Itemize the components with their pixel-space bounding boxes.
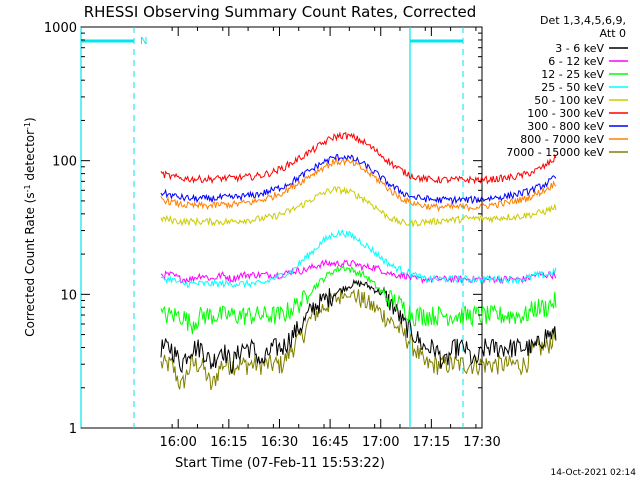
x-tick-label: 17:00 <box>362 435 399 450</box>
legend-header-line1: Det 1,3,4,5,6,9, <box>540 14 626 27</box>
legend-entry-label: 25 - 50 keV <box>541 81 604 94</box>
series-line <box>160 264 557 335</box>
x-tick-label: 17:15 <box>413 435 450 450</box>
legend-entry-label: 800 - 7000 keV <box>520 133 604 146</box>
att-marker-label: N <box>140 36 147 47</box>
series-line <box>160 131 557 185</box>
legend-entry-label: 50 - 100 keV <box>534 94 604 107</box>
legend-entry-label: 12 - 25 keV <box>541 68 604 81</box>
footer-timestamp: 14-Oct-2021 02:14 <box>551 468 637 478</box>
series-line <box>160 258 557 285</box>
y-tick-label: 1 <box>69 422 77 437</box>
x-tick-label: 16:45 <box>311 435 348 450</box>
legend-entry-label: 3 - 6 keV <box>555 42 604 55</box>
x-tick-label: 16:15 <box>210 435 247 450</box>
x-axis: 16:00 16:15 16:30 16:45 17:00 17:15 17:30 <box>159 27 501 450</box>
series-line <box>160 278 557 374</box>
series-line <box>160 157 557 213</box>
y-axis-label-mid: detector <box>23 130 37 185</box>
x-axis-label: Start Time (07-Feb-11 15:53:22) <box>175 456 385 471</box>
y-axis-label-sup1: -1 <box>23 184 32 192</box>
x-tick-label: 16:00 <box>159 435 196 450</box>
legend-header-line2: Att 0 <box>600 27 626 40</box>
series-line <box>160 186 557 227</box>
series-layer <box>160 131 557 391</box>
series-line <box>160 228 557 289</box>
y-axis-label: Corrected Count Rate (s-1 detector-1) <box>23 117 38 336</box>
x-tick-label: 16:30 <box>261 435 298 450</box>
legend-entry-label: 7000 - 15000 keV <box>506 146 604 159</box>
y-axis-label-end: ) <box>23 117 37 122</box>
legend-entry-label: 100 - 300 keV <box>527 107 604 120</box>
y-axis-label-main: Corrected Count Rate (s <box>23 192 37 336</box>
y-tick-label: 10 <box>60 288 77 303</box>
y-axis: 1 10 100 1000 <box>44 21 482 437</box>
series-line <box>160 154 557 206</box>
x-tick-label: 17:30 <box>463 435 500 450</box>
y-tick-label: 100 <box>52 155 77 170</box>
legend-entry-label: 6 - 12 keV <box>548 55 604 68</box>
y-axis-label-sup2: -1 <box>23 122 32 130</box>
y-tick-label: 1000 <box>44 21 77 36</box>
series-line <box>160 288 557 391</box>
chart-title: RHESSI Observing Summary Count Rates, Co… <box>84 3 477 21</box>
legend-entry-label: 300 - 800 keV <box>527 120 604 133</box>
